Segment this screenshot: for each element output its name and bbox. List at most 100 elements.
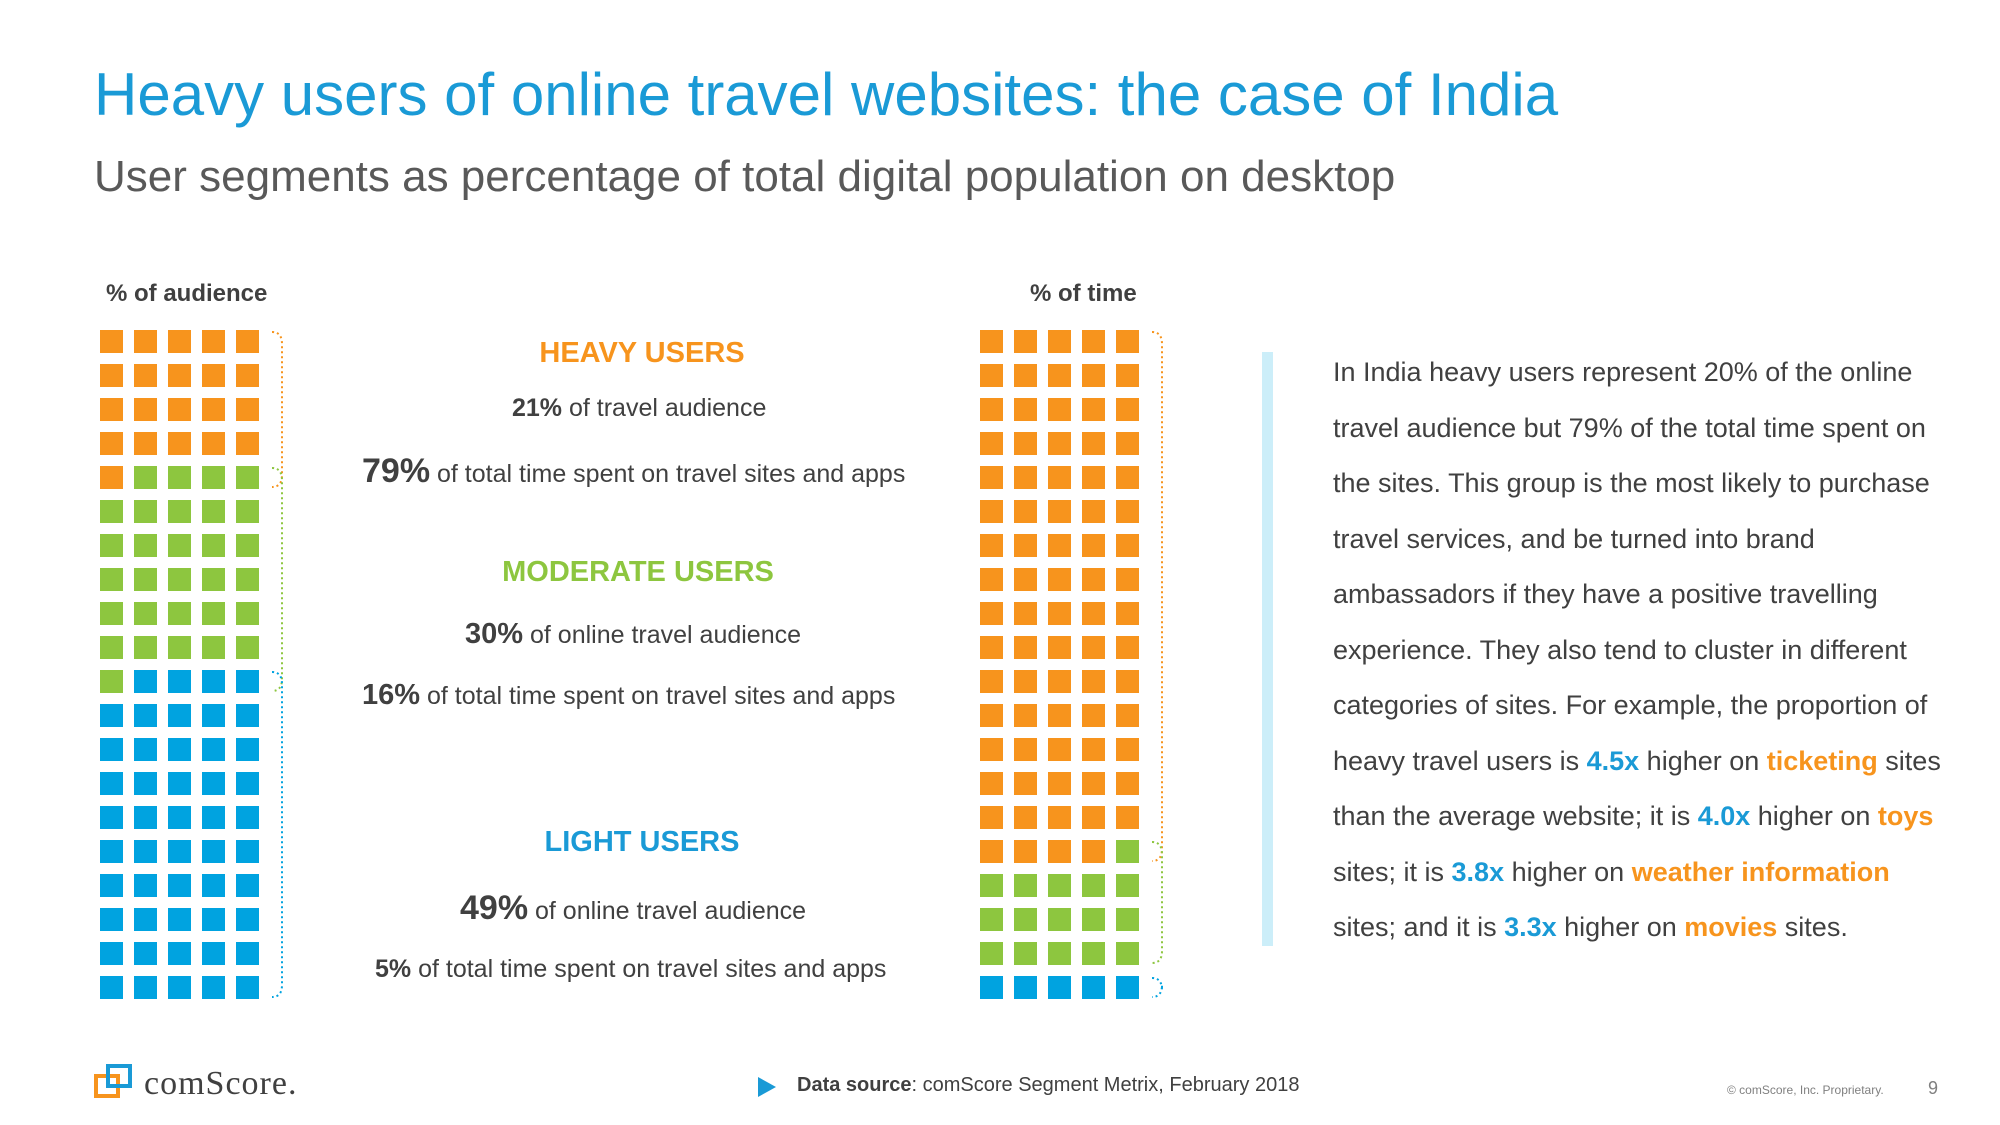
waffle-cell <box>202 636 225 659</box>
data-source: Data source: comScore Segment Metrix, Fe… <box>797 1074 1299 1097</box>
category-movies: movies <box>1684 912 1778 942</box>
waffle-cell <box>1014 738 1037 761</box>
waffle-cell <box>100 636 123 659</box>
segment-bracket <box>1151 331 1163 862</box>
waffle-cell <box>980 704 1003 727</box>
waffle-cell <box>202 670 225 693</box>
waffle-cell <box>1116 330 1139 353</box>
waffle-cell <box>236 704 259 727</box>
waffle-cell <box>236 398 259 421</box>
commentary-part: higher on <box>1750 801 1878 831</box>
audience-waffle-chart <box>100 330 283 999</box>
slide-subtitle: User segments as percentage of total dig… <box>94 152 1396 201</box>
waffle-cell <box>236 976 259 999</box>
waffle-cell <box>1116 670 1139 693</box>
waffle-cell <box>168 908 191 931</box>
waffle-cell <box>980 976 1003 999</box>
waffle-cell <box>1014 976 1037 999</box>
heavy-users-title: HEAVY USERS <box>539 337 745 369</box>
waffle-cell <box>980 942 1003 965</box>
waffle-cell <box>236 500 259 523</box>
multiplier-weather: 3.8x <box>1451 856 1505 887</box>
waffle-cell <box>1082 432 1105 455</box>
waffle-cell <box>134 738 157 761</box>
waffle-cell <box>1048 466 1071 489</box>
waffle-cell <box>980 772 1003 795</box>
waffle-cell <box>1014 840 1037 863</box>
slide-title: Heavy users of online travel websites: t… <box>94 61 1559 128</box>
waffle-cell <box>134 602 157 625</box>
light-time-text: of total time spent on travel sites and … <box>411 955 887 983</box>
waffle-cell <box>1116 364 1139 387</box>
waffle-cell <box>134 874 157 897</box>
waffle-cell <box>1116 806 1139 829</box>
waffle-cell <box>100 976 123 999</box>
moderate-time-text: of total time spent on travel sites and … <box>420 682 896 710</box>
waffle-cell <box>1116 908 1139 931</box>
waffle-cell <box>134 670 157 693</box>
waffle-cell <box>134 330 157 353</box>
waffle-cell <box>1116 874 1139 897</box>
waffle-cell <box>168 636 191 659</box>
waffle-cell <box>1014 874 1037 897</box>
waffle-cell <box>168 330 191 353</box>
waffle-cell <box>1048 874 1071 897</box>
waffle-cell <box>1082 772 1105 795</box>
waffle-cell <box>134 942 157 965</box>
waffle-cell <box>980 908 1003 931</box>
category-weather: weather information <box>1631 856 1890 887</box>
light-audience-text: of online travel audience <box>528 897 807 925</box>
waffle-cell <box>1082 636 1105 659</box>
segment-bracket <box>271 467 283 692</box>
waffle-cell <box>1048 976 1071 999</box>
waffle-cell <box>168 738 191 761</box>
waffle-cell <box>980 874 1003 897</box>
time-chart-label: % of time <box>1030 280 1137 307</box>
heavy-time-pct: 79% <box>362 452 431 490</box>
waffle-cell <box>100 466 123 489</box>
waffle-cell <box>1014 364 1037 387</box>
waffle-cell <box>980 840 1003 863</box>
light-users-time-line: 5% of total time spent on travel sites a… <box>375 955 886 984</box>
waffle-cell <box>1116 568 1139 591</box>
waffle-cell <box>1116 738 1139 761</box>
waffle-cell <box>236 330 259 353</box>
waffle-cell <box>1014 602 1037 625</box>
waffle-cell <box>168 704 191 727</box>
waffle-cell <box>236 466 259 489</box>
waffle-cell <box>134 500 157 523</box>
waffle-cell <box>202 364 225 387</box>
waffle-cell <box>100 670 123 693</box>
waffle-cell <box>1082 738 1105 761</box>
data-source-label: Data source <box>797 1074 912 1096</box>
waffle-cell <box>1014 908 1037 931</box>
waffle-cell <box>202 806 225 829</box>
waffle-cell <box>100 364 123 387</box>
waffle-cell <box>236 364 259 387</box>
waffle-cell <box>236 568 259 591</box>
commentary-part: In India heavy users represent 20% of th… <box>1333 357 1930 776</box>
light-users-title: LIGHT USERS <box>544 826 740 858</box>
waffle-cell <box>1116 976 1139 999</box>
moderate-users-audience-line: 30% of online travel audience <box>465 618 801 651</box>
waffle-cell <box>1048 704 1071 727</box>
waffle-cell <box>1082 704 1105 727</box>
waffle-cell <box>1048 806 1071 829</box>
waffle-cell <box>134 976 157 999</box>
waffle-cell <box>202 874 225 897</box>
waffle-cell <box>980 738 1003 761</box>
commentary-text: In India heavy users represent 20% of th… <box>1333 345 1953 956</box>
waffle-cell <box>236 670 259 693</box>
waffle-cell <box>1048 330 1071 353</box>
waffle-cell <box>980 398 1003 421</box>
waffle-cell <box>1116 534 1139 557</box>
moderate-time-pct: 16% <box>362 679 421 711</box>
waffle-cell <box>236 602 259 625</box>
waffle-cell <box>1014 670 1037 693</box>
waffle-cell <box>100 398 123 421</box>
waffle-cell <box>202 942 225 965</box>
waffle-cell <box>100 704 123 727</box>
waffle-cell <box>168 364 191 387</box>
waffle-cell <box>1048 534 1071 557</box>
waffle-cell <box>1082 874 1105 897</box>
